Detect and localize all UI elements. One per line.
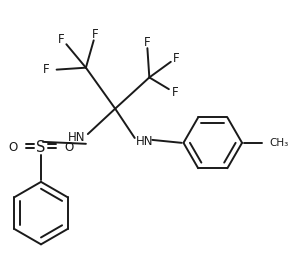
Text: F: F: [92, 28, 99, 41]
Text: O: O: [8, 141, 17, 154]
Text: F: F: [43, 63, 50, 76]
Text: CH₃: CH₃: [269, 138, 289, 148]
Text: F: F: [58, 33, 65, 46]
Text: F: F: [144, 36, 151, 49]
Text: HN: HN: [68, 131, 86, 144]
Text: HN: HN: [136, 135, 153, 148]
Text: S: S: [36, 140, 46, 155]
Text: F: F: [173, 52, 180, 65]
Text: O: O: [65, 141, 74, 154]
Text: F: F: [171, 86, 178, 98]
